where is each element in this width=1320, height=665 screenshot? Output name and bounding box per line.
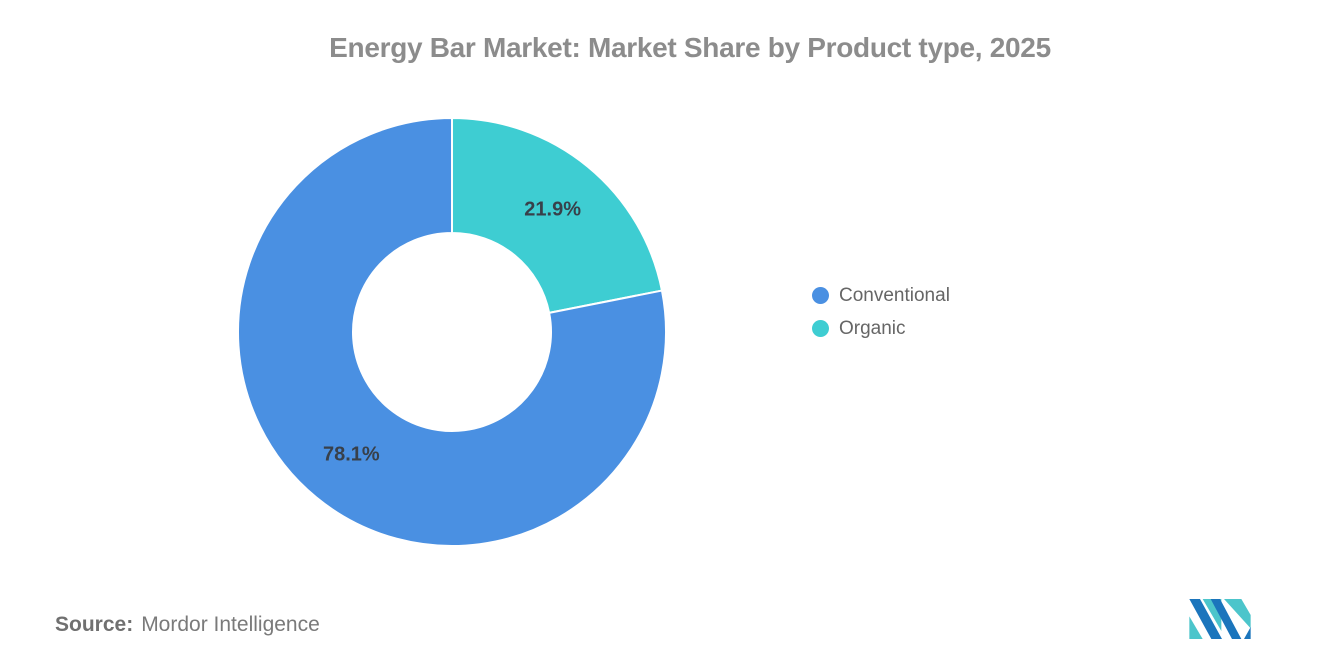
pie-slice-conventional[interactable] [237,117,667,547]
source-value: Mordor Intelligence [141,613,320,636]
source-label: Source: [55,613,134,636]
slice-label-organic: 21.9% [524,199,581,221]
logo-shape [1189,599,1222,639]
slice-label-conventional: 78.1% [323,443,380,465]
donut-chart-svg: 21.9% 78.1% [237,117,667,547]
logo-shape [1244,627,1251,639]
legend: Conventional Organic [812,285,950,351]
logo-shape [1210,599,1242,639]
pie-slice-organic[interactable] [451,117,663,314]
donut-chart: 21.9% 78.1% [232,112,672,552]
logo-shape [1189,616,1203,639]
mordor-intelligence-logo [1189,599,1251,639]
legend-item-organic[interactable]: Organic [812,318,950,339]
legend-item-conventional[interactable]: Conventional [812,285,950,306]
source-line: Source: Mordor Intelligence [55,613,320,637]
legend-label-conventional: Conventional [839,285,950,306]
logo-shape [1224,599,1251,629]
chart-title: Energy Bar Market: Market Share by Produ… [329,32,1051,63]
legend-marker-organic-icon [812,320,829,337]
legend-marker-conventional-icon [812,287,829,304]
legend-label-organic: Organic [839,318,906,339]
